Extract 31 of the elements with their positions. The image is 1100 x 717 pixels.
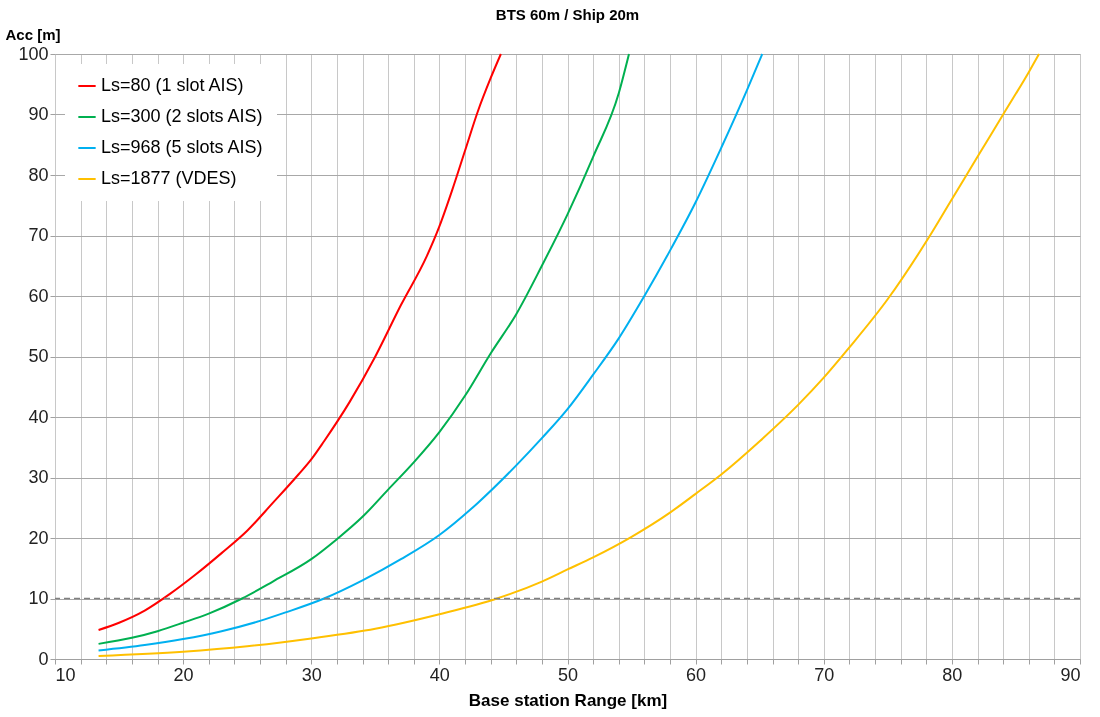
x-tick-label: 90: [1060, 664, 1081, 685]
x-tick-label: 70: [814, 664, 835, 685]
legend-label: Ls=300 (2 slots AIS): [101, 106, 263, 126]
y-tick-label: 10: [28, 588, 49, 608]
y-axis-title: Acc [m]: [5, 25, 61, 43]
y-tick-label: 20: [28, 527, 49, 548]
y-tick-label: 100: [18, 43, 49, 64]
legend-label: Ls=1877 (VDES): [101, 168, 237, 188]
x-axis-title: Base station Range [km]: [468, 690, 668, 710]
x-tick-label: 60: [686, 664, 707, 685]
y-tick-label: 30: [28, 467, 49, 487]
y-tick-label: 80: [28, 164, 49, 185]
chart-title: BTS 60m / Ship 20m: [495, 6, 640, 23]
y-tick-label: 40: [28, 406, 49, 427]
legend-label: Ls=968 (5 slots AIS): [101, 137, 263, 157]
y-tick-label: 70: [28, 225, 49, 245]
y-tick-label: 50: [28, 346, 49, 366]
x-tick-label: 30: [301, 664, 322, 685]
legend-label: Ls=80 (1 slot AIS): [101, 75, 244, 95]
line-series: [97, 53, 630, 645]
line-series: [97, 53, 502, 631]
y-tick-label: 0: [38, 648, 49, 669]
x-tick-label: 10: [55, 664, 76, 685]
x-tick-label: 50: [557, 664, 579, 685]
x-tick-label: 80: [942, 664, 963, 685]
y-tick-label: 60: [28, 285, 49, 306]
line-series: [97, 53, 1040, 657]
x-tick-label: 40: [429, 664, 450, 685]
line-series: [97, 53, 764, 652]
x-tick-label: 20: [173, 664, 194, 685]
y-tick-label: 90: [28, 104, 49, 124]
